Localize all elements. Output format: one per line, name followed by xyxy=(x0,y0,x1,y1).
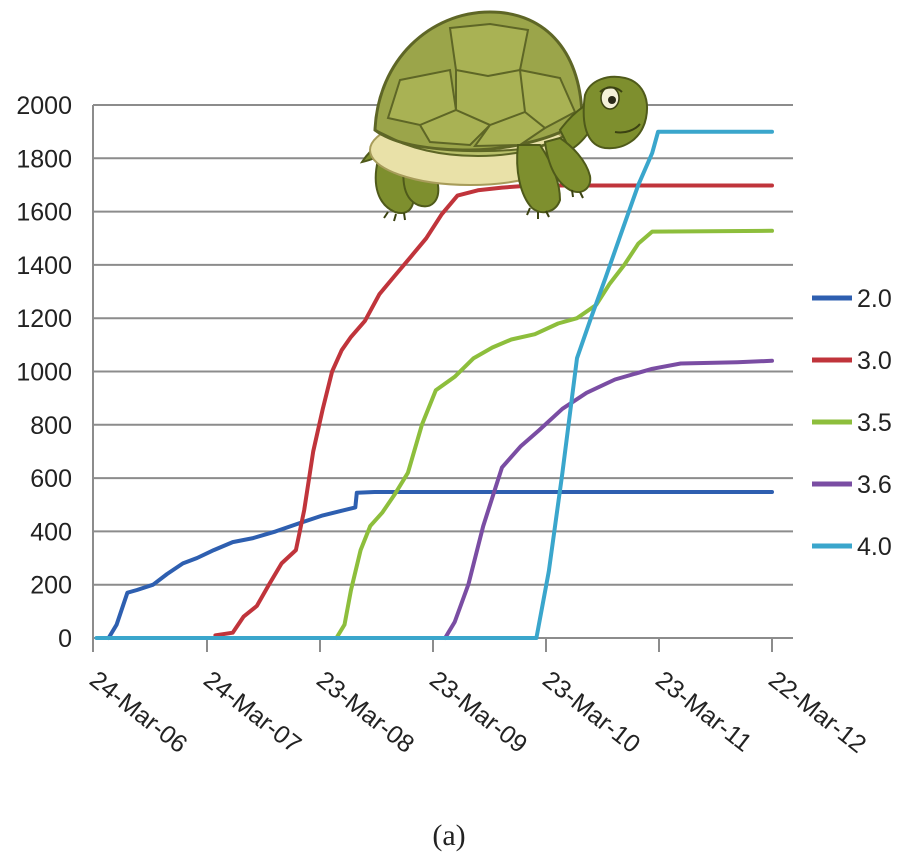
legend-label: 3.0 xyxy=(857,347,892,375)
turtle-front-leg-right xyxy=(543,136,592,194)
series-line-3-5 xyxy=(334,228,774,640)
y-tick-label: 1400 xyxy=(16,252,72,280)
y-tick-label: 1000 xyxy=(16,359,72,387)
x-tick-label: 23-Mar-09 xyxy=(424,666,532,759)
turtle-mouth xyxy=(614,123,641,134)
turtle-eyelid xyxy=(599,86,623,93)
legend-label: 2.0 xyxy=(857,285,892,313)
y-tick-label: 400 xyxy=(30,518,72,546)
y-tick-label: 0 xyxy=(58,625,72,653)
x-tick-label: 23-Mar-11 xyxy=(650,666,757,758)
x-tick-label: 22-Mar-12 xyxy=(763,666,871,759)
y-tick-label: 200 xyxy=(30,572,72,600)
legend-label: 4.0 xyxy=(857,533,892,561)
y-tick-label: 1200 xyxy=(16,305,72,333)
turtle-shell-pattern xyxy=(386,22,577,148)
turtle-pupil xyxy=(608,96,616,104)
legend-label: 3.5 xyxy=(857,409,892,437)
y-tick-label: 600 xyxy=(30,465,72,493)
series-line-3-6 xyxy=(443,358,774,640)
series-line-2-0 xyxy=(106,490,774,640)
series-line-4-0 xyxy=(94,129,774,640)
x-tick-label: 24-Mar-07 xyxy=(198,666,306,759)
y-tick-label: 2000 xyxy=(16,92,72,120)
turtle-claws xyxy=(383,189,584,222)
y-tick-label: 800 xyxy=(30,412,72,440)
series-lines xyxy=(94,129,774,640)
figure-caption: (a) xyxy=(432,819,465,852)
legend: 2.0 3.0 3.5 3.6 4.0 xyxy=(812,285,892,561)
x-axis-ticks: 24-Mar-06 24-Mar-07 23-Mar-08 23-Mar-09 23-M… xyxy=(84,638,871,759)
x-tick-label: 23-Mar-10 xyxy=(537,666,645,759)
y-tick-label: 1800 xyxy=(16,145,72,173)
turtle-illustration xyxy=(359,10,648,222)
legend-label: 3.6 xyxy=(857,471,892,499)
x-tick-label: 24-Mar-06 xyxy=(84,666,192,759)
y-tick-label: 1600 xyxy=(16,199,72,227)
y-axis-ticks: 0 200 400 600 800 1000 1200 1400 1600 1800 2000 xyxy=(16,92,72,653)
x-tick-label: 23-Mar-08 xyxy=(311,666,419,759)
series-line-3-0 xyxy=(213,183,774,638)
